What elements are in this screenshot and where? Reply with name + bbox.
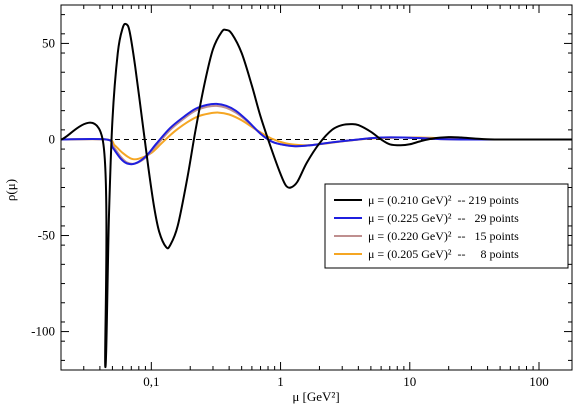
legend-box [324, 183, 569, 269]
x-tick-label: 100 [529, 374, 549, 389]
series-line-2 [61, 102, 572, 166]
legend-label-1: μ = (0.210 GeV)² -- 219 points [368, 193, 519, 207]
x-tick-label: 10 [403, 374, 416, 389]
legend-label-2: μ = (0.225 GeV)² -- 29 points [368, 211, 519, 225]
legend: μ = (0.210 GeV)² -- 219 points μ = (0.225… [324, 183, 569, 269]
y-axis-label: ρ(μ) [3, 179, 18, 201]
x-tick-label: 0,1 [143, 374, 159, 389]
axis-ticks: 0,1 1 10 100 50 0 -50 -100 [31, 5, 572, 389]
legend-label-4: μ = (0.205 GeV)² -- 8 points [368, 247, 519, 261]
y-tick-label: 0 [49, 131, 56, 146]
y-tick-label: -50 [38, 228, 55, 243]
x-tick-label: 1 [277, 374, 284, 389]
series-line-1 [61, 22, 572, 368]
series-group [61, 22, 572, 368]
y-tick-label: -100 [31, 324, 55, 339]
legend-label-3: μ = (0.220 GeV)² -- 15 points [368, 229, 519, 243]
x-axis-label: μ [GeV²] [292, 389, 339, 404]
y-tick-label: 50 [42, 35, 55, 50]
